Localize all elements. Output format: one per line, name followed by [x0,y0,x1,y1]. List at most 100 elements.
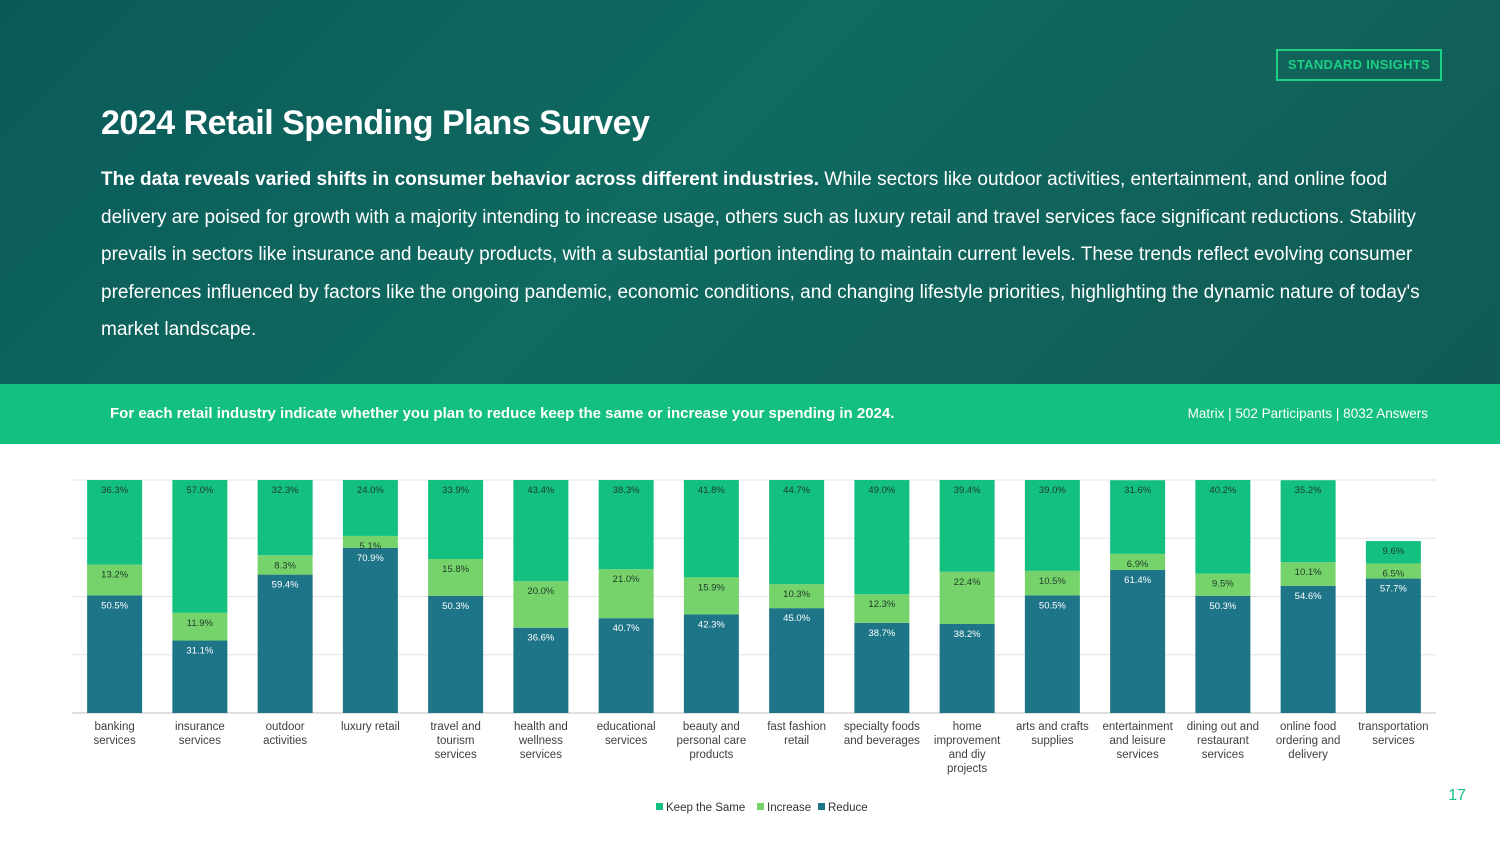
data-label: 42.3% [698,619,725,630]
category-label: entertainment [1102,721,1173,733]
category-label: home [953,721,982,733]
category-label: educational [597,721,656,733]
bar-keep-the-same [1280,480,1336,563]
bar-reduce [1365,578,1421,713]
description: The data reveals varied shifts in consum… [101,161,1421,349]
bar-keep-the-same [172,480,228,613]
data-label: 35.2% [1295,485,1322,496]
bar-keep-the-same [939,480,995,572]
brand-badge: STANDARD INSIGHTS [1275,49,1442,81]
data-label: 41.8% [698,485,725,496]
data-label: 10.5% [1039,576,1066,587]
bar-increase [513,581,569,628]
bar-increase [769,584,825,609]
bar-increase [172,612,228,641]
category-label: fast fashion [767,721,826,733]
category-label: improvement [934,735,1001,747]
data-label: 9.5% [1212,579,1234,590]
data-label: 43.4% [527,485,554,496]
category-label: services [435,749,477,761]
bar-keep-the-same [428,480,484,559]
bar-reduce [1110,569,1166,713]
bar-increase [1280,562,1336,586]
bar-reduce [1024,595,1080,713]
bar-reduce [1195,595,1251,713]
data-label: 31.1% [186,646,213,657]
bar-reduce [769,608,825,713]
bar-reduce [342,547,398,713]
header-panel: STANDARD INSIGHTS 2024 Retail Spending P… [0,0,1500,384]
data-label: 38.7% [868,628,895,639]
data-label: 57.0% [186,485,213,496]
data-label: 33.9% [442,485,469,496]
category-label: dining out and [1187,721,1259,733]
bar-keep-the-same [598,480,654,570]
data-label: 21.0% [613,574,640,585]
data-label: 15.9% [698,582,725,593]
bar-reduce [172,640,228,713]
data-label: 57.7% [1380,584,1407,595]
category-label: tourism [437,735,475,747]
category-label: beauty and [683,721,740,733]
category-label: delivery [1288,749,1328,761]
data-label: 11.9% [187,618,214,629]
data-label: 49.0% [868,485,895,496]
category-label: and beverages [844,735,920,747]
data-label: 50.3% [442,601,469,612]
data-label: 10.1% [1295,567,1322,578]
category-label: services [1202,749,1244,761]
question-bar: For each retail industry indicate whethe… [0,384,1500,444]
data-label: 20.0% [527,586,554,597]
data-label: 39.4% [954,485,981,496]
legend-swatch [757,803,764,810]
legend-swatch [818,803,825,810]
data-label: 50.5% [101,600,128,611]
bar-keep-the-same [683,480,739,578]
category-label: specialty foods [844,721,920,733]
category-label: services [1117,749,1159,761]
category-label: services [1372,735,1414,747]
bar-reduce [87,595,143,713]
bar-keep-the-same [1365,541,1421,564]
data-label: 40.7% [613,623,640,634]
data-label: 44.7% [783,485,810,496]
category-label: wellness [518,735,563,747]
data-label: 50.5% [1039,600,1066,611]
bar-increase [683,577,739,615]
bar-increase [1195,573,1251,596]
stacked-bar-chart: 50.5% 13.2% 36.3% banking services 31.1% 11.9%… [72,479,1436,814]
category-label: services [520,749,562,761]
category-label: outdoor [266,721,305,733]
data-label: 10.3% [783,589,810,600]
data-label: 45.0% [783,613,810,624]
category-label: and diy [949,749,986,761]
bar-reduce [939,623,995,713]
data-label: 5.1% [360,541,382,552]
data-label: 36.6% [527,633,554,644]
bar-increase [342,535,398,548]
data-label: 36.3% [101,485,128,496]
bar-increase [598,569,654,619]
page-title: 2024 Retail Spending Plans Survey [101,104,650,142]
bar-keep-the-same [1195,480,1251,574]
category-label: transportation [1358,721,1428,733]
data-label: 39.0% [1039,485,1066,496]
data-label: 24.0% [357,485,384,496]
category-label: online food [1280,721,1336,733]
bar-keep-the-same [87,480,143,565]
data-label: 40.2% [1209,485,1236,496]
data-label: 54.6% [1295,591,1322,602]
data-label: 15.8% [442,564,469,575]
bar-reduce [428,595,484,713]
bar-keep-the-same [1024,480,1080,571]
category-label: projects [947,763,988,775]
legend-label: Increase [767,802,811,814]
bar-keep-the-same [769,480,825,585]
data-label: 31.6% [1124,485,1151,496]
bar-increase [257,555,313,575]
bar-keep-the-same [1110,480,1166,554]
data-label: 70.9% [357,553,384,564]
bar-reduce [1280,585,1336,713]
category-label: arts and crafts [1016,721,1089,733]
data-label: 6.5% [1383,568,1405,579]
